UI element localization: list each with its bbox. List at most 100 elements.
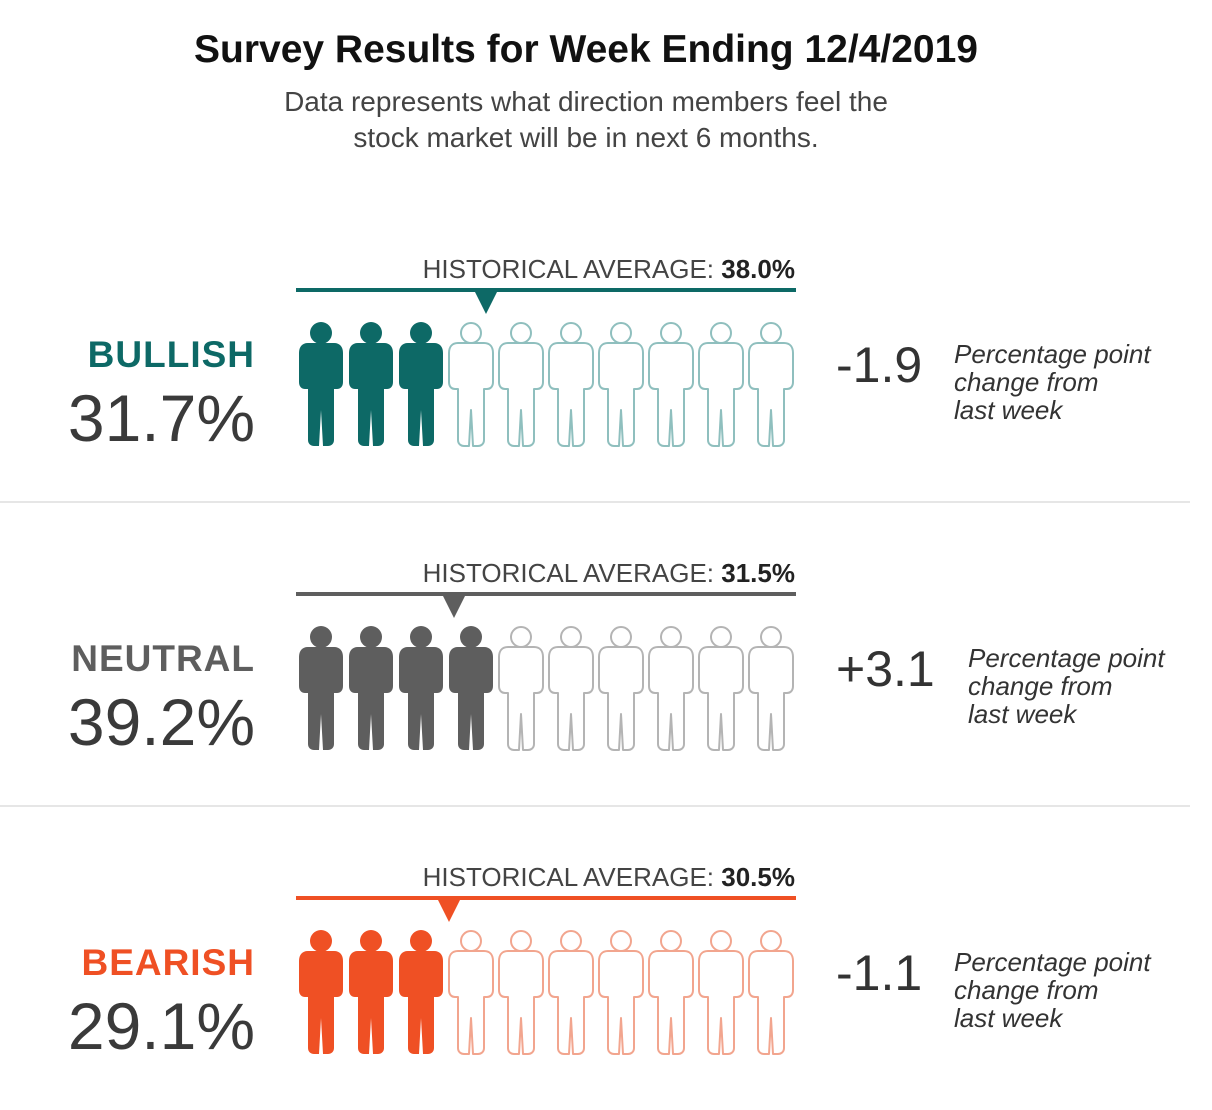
bearish-figure-filled bbox=[399, 930, 443, 1054]
bearish-figure-head bbox=[460, 930, 482, 952]
bearish-figure-body bbox=[498, 950, 544, 1055]
bullish-figure-head bbox=[660, 322, 682, 344]
neutral-pictogram bbox=[299, 626, 794, 751]
bullish-figure-head bbox=[510, 322, 532, 344]
bearish-figure-body bbox=[648, 950, 694, 1055]
bullish-figure-body bbox=[349, 343, 393, 446]
bearish-figure-head bbox=[510, 930, 532, 952]
bearish-figure-body bbox=[748, 950, 794, 1055]
neutral-change-note-line-1: Percentage point bbox=[968, 643, 1165, 673]
bullish-change: -1.9 bbox=[836, 337, 923, 393]
neutral-label: NEUTRAL bbox=[71, 638, 255, 679]
bullish-figure-empty bbox=[598, 322, 644, 447]
bearish-figure-head bbox=[760, 930, 782, 952]
neutral-figure-filled bbox=[399, 626, 443, 750]
neutral-figure-head bbox=[560, 626, 582, 648]
bullish-figure-empty bbox=[698, 322, 744, 447]
bullish-pictogram bbox=[299, 322, 794, 447]
bearish-figure-body bbox=[448, 950, 494, 1055]
bearish-historical-value: 30.5% bbox=[721, 862, 795, 892]
bullish-figure-empty bbox=[548, 322, 594, 447]
bearish-figure-empty bbox=[448, 930, 494, 1055]
bearish-figure-empty bbox=[548, 930, 594, 1055]
bullish-figure-head bbox=[560, 322, 582, 344]
neutral-figure-filled bbox=[349, 626, 393, 750]
bearish-change-note-line-3: last week bbox=[954, 1003, 1063, 1033]
neutral-historical-value: 31.5% bbox=[721, 558, 795, 588]
neutral-figure-empty bbox=[748, 626, 794, 751]
bearish-figure-body bbox=[299, 951, 343, 1054]
bearish-label: BEARISH bbox=[81, 942, 255, 983]
neutral-figure-head bbox=[660, 626, 682, 648]
bearish-figure-body bbox=[598, 950, 644, 1055]
bearish-figure-filled bbox=[299, 930, 343, 1054]
neutral-historical-bar bbox=[296, 592, 796, 596]
bullish-historical-value: 38.0% bbox=[721, 254, 795, 284]
bullish-figure-filled bbox=[299, 322, 343, 446]
neutral-historical-prefix: HISTORICAL AVERAGE: bbox=[422, 558, 715, 588]
bullish-change-note: Percentage point change from last week bbox=[954, 340, 1194, 424]
bearish-figure-empty bbox=[598, 930, 644, 1055]
bullish-section: HISTORICAL AVERAGE: 38.0% BULLISH 31.7% … bbox=[0, 198, 1212, 502]
bearish-figure-empty bbox=[648, 930, 694, 1055]
neutral-historical-pointer bbox=[441, 594, 466, 618]
neutral-figure-head bbox=[410, 626, 432, 648]
neutral-figure-empty bbox=[698, 626, 744, 751]
bullish-figure-body bbox=[498, 342, 544, 447]
bullish-figure-head bbox=[460, 322, 482, 344]
neutral-figure-head bbox=[610, 626, 632, 648]
bullish-figure-body bbox=[448, 342, 494, 447]
neutral-section: HISTORICAL AVERAGE: 31.5% NEUTRAL 39.2% … bbox=[0, 502, 1212, 806]
bearish-figure-head bbox=[560, 930, 582, 952]
bearish-historical-pointer bbox=[436, 898, 461, 922]
bearish-section: HISTORICAL AVERAGE: 30.5% BEARISH 29.1% … bbox=[0, 806, 1212, 1110]
bullish-figure-body bbox=[548, 342, 594, 447]
neutral-figure-body bbox=[399, 647, 443, 750]
bearish-figure-body bbox=[548, 950, 594, 1055]
bullish-figure-head bbox=[610, 322, 632, 344]
neutral-figure-body bbox=[349, 647, 393, 750]
section-divider bbox=[0, 805, 1190, 807]
bullish-figure-head bbox=[710, 322, 732, 344]
bearish-figure-body bbox=[399, 951, 443, 1054]
neutral-percentage: 39.2% bbox=[67, 685, 255, 759]
bearish-historical-bar bbox=[296, 896, 796, 900]
bullish-figure-head bbox=[760, 322, 782, 344]
bearish-historical-average: HISTORICAL AVERAGE: 30.5% bbox=[423, 862, 795, 893]
bearish-figure-head bbox=[310, 930, 332, 952]
neutral-figure-empty bbox=[648, 626, 694, 751]
neutral-figure-head bbox=[760, 626, 782, 648]
bullish-label: BULLISH bbox=[87, 334, 255, 375]
neutral-figure-filled bbox=[299, 626, 343, 750]
neutral-figure-body bbox=[498, 646, 544, 751]
bullish-historical-pointer bbox=[474, 290, 498, 314]
section-divider bbox=[0, 501, 1190, 503]
bearish-figure-head bbox=[360, 930, 382, 952]
bullish-figure-body bbox=[299, 343, 343, 446]
neutral-figure-head bbox=[460, 626, 482, 648]
bullish-figure-body bbox=[648, 342, 694, 447]
neutral-figure-body bbox=[748, 646, 794, 751]
subtitle-line-2: stock market will be in next 6 months. bbox=[353, 122, 819, 153]
neutral-historical-average: HISTORICAL AVERAGE: 31.5% bbox=[423, 558, 795, 589]
neutral-figure-empty bbox=[498, 626, 544, 751]
bearish-change-note-line-1: Percentage point bbox=[954, 947, 1151, 977]
bearish-figure-head bbox=[410, 930, 432, 952]
bullish-figure-empty bbox=[498, 322, 544, 447]
bullish-figure-body bbox=[598, 342, 644, 447]
bearish-pictogram bbox=[299, 930, 794, 1055]
bullish-figure-body bbox=[748, 342, 794, 447]
bullish-figure-body bbox=[698, 342, 744, 447]
neutral-change-note-line-2: change from bbox=[968, 671, 1113, 701]
bullish-figure-empty bbox=[748, 322, 794, 447]
bullish-figure-head bbox=[410, 322, 432, 344]
bullish-figure-empty bbox=[448, 322, 494, 447]
neutral-figure-body bbox=[449, 647, 493, 750]
bullish-change-note-line-2: change from bbox=[954, 367, 1099, 397]
neutral-change-note: Percentage point change from last week bbox=[968, 644, 1208, 728]
bearish-change: -1.1 bbox=[836, 945, 923, 1001]
bearish-figure-empty bbox=[698, 930, 744, 1055]
bullish-historical-average: HISTORICAL AVERAGE: 38.0% bbox=[423, 254, 795, 285]
bullish-figure-filled bbox=[349, 322, 393, 446]
bearish-figure-head bbox=[610, 930, 632, 952]
